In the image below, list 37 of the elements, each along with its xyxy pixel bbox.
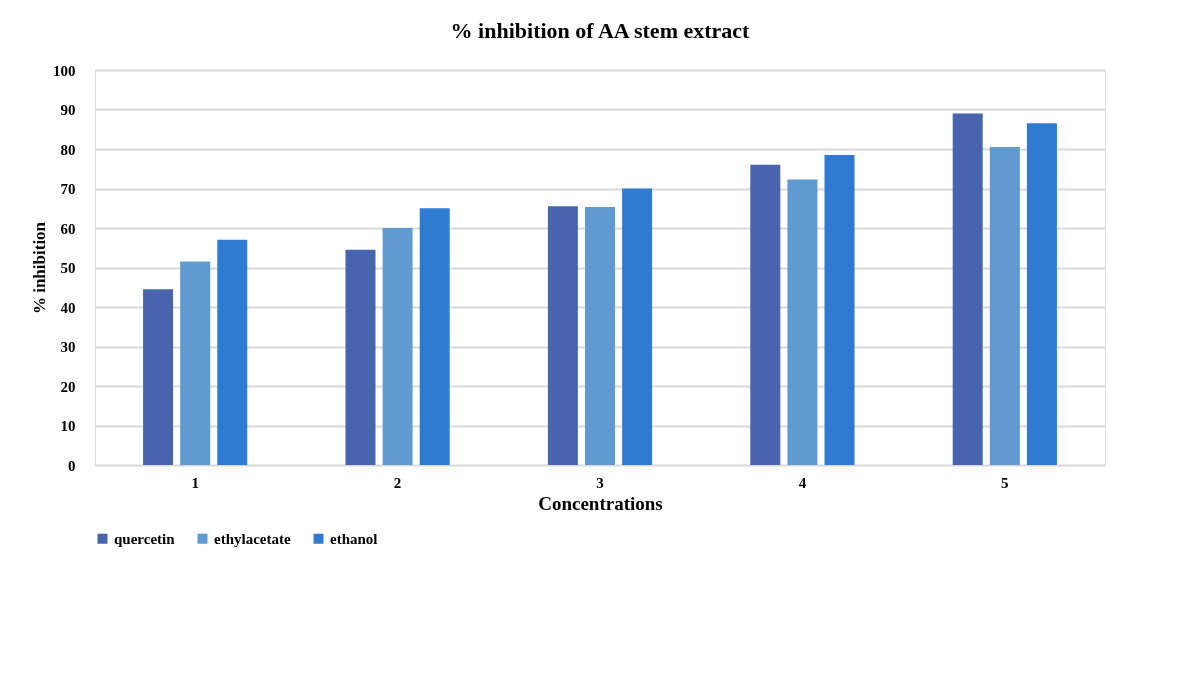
- y-tick-label: 80: [60, 141, 76, 158]
- x-tick-label: 2: [393, 474, 402, 491]
- bar: [750, 164, 781, 465]
- bar: [824, 154, 855, 465]
- y-tick-label: 50: [60, 260, 76, 276]
- legend-label: ethylacetate: [214, 530, 291, 547]
- bar: [622, 188, 653, 465]
- bar: [180, 261, 211, 465]
- bar: [547, 206, 578, 465]
- bar: [217, 239, 248, 465]
- bar: [787, 179, 818, 465]
- bar: [1026, 123, 1057, 465]
- y-tick-label: 10: [60, 418, 76, 434]
- chart-title: % inhibition of AA stem extract: [450, 18, 751, 43]
- legend-label: ethanol: [330, 530, 378, 547]
- y-tick-label: 20: [60, 378, 76, 395]
- y-tick-label: 90: [60, 102, 76, 118]
- x-tick-label: 3: [596, 474, 604, 491]
- bar: [585, 207, 615, 465]
- bar: [143, 289, 174, 465]
- y-tick-label: 0: [68, 457, 76, 474]
- bar: [419, 208, 450, 465]
- y-tick-label: 40: [60, 299, 76, 316]
- y-axis-title: % inhibition: [30, 221, 49, 315]
- bar: [382, 228, 413, 465]
- y-tick-label: 60: [60, 220, 76, 237]
- y-tick-label: 100: [53, 62, 76, 79]
- y-tick-label: 30: [60, 339, 76, 355]
- x-tick-label: 1: [191, 474, 199, 491]
- y-tick-label: 70: [60, 181, 76, 197]
- x-tick-label: 4: [798, 474, 807, 491]
- x-axis-title: Concentrations: [538, 492, 663, 514]
- x-tick-label: 5: [1001, 474, 1009, 491]
- bar: [989, 147, 1020, 465]
- bar: [952, 113, 983, 465]
- bar: [345, 249, 376, 465]
- legend-label: quercetin: [114, 530, 176, 547]
